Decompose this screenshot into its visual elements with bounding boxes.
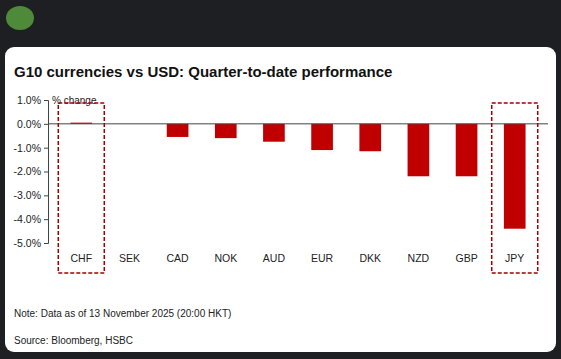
bar bbox=[456, 124, 478, 176]
y-tick-label: -5.0% bbox=[14, 237, 41, 249]
x-tick: DKK bbox=[359, 247, 381, 264]
x-axis: CHF SEK CAD NOK AUD EUR DKK NZD GBP JPY bbox=[70, 247, 524, 264]
x-tick: NOK bbox=[214, 247, 237, 264]
y-tick: -1.0% bbox=[14, 142, 48, 154]
x-tick: NZD bbox=[408, 247, 430, 264]
y-tick-label: -3.0% bbox=[14, 189, 41, 201]
y-tick-mark bbox=[44, 219, 48, 220]
highlight-box bbox=[492, 103, 538, 273]
y-tick: 1.0% bbox=[17, 94, 48, 106]
y-tick-mark bbox=[44, 243, 48, 244]
y-tick: -4.0% bbox=[14, 213, 48, 225]
y-tick: -3.0% bbox=[14, 189, 48, 201]
annotation: Note: Data as of 13 November 2025 (20:00… bbox=[14, 308, 231, 319]
y-tick: 0.0% bbox=[17, 118, 48, 130]
y-tick-label: 0.0% bbox=[17, 118, 41, 130]
x-tick-label: NOK bbox=[214, 252, 237, 264]
bar bbox=[504, 124, 526, 229]
y-tick-mark bbox=[44, 148, 48, 149]
y-tick-label: -2.0% bbox=[14, 165, 41, 177]
x-tick-label: NZD bbox=[408, 252, 430, 264]
x-tick-label: CHF bbox=[70, 252, 92, 264]
y-tick: -2.0% bbox=[14, 165, 48, 177]
x-tick-label: DKK bbox=[359, 252, 381, 264]
y-axis: -5.0% -4.0% -3.0% -2.0% -1.0% 0.0% 1.0% bbox=[14, 94, 49, 249]
bars bbox=[70, 123, 525, 229]
bar bbox=[408, 124, 430, 176]
x-tick: CHF bbox=[70, 247, 92, 264]
chart-root: G10 currencies vs USD: Quarter-to-date p… bbox=[0, 0, 561, 359]
x-tick-label: JPY bbox=[505, 252, 524, 264]
y-tick-label: -1.0% bbox=[14, 142, 41, 154]
y-tick-mark bbox=[44, 124, 48, 125]
x-tick: GBP bbox=[455, 247, 477, 264]
y-tick-label: -4.0% bbox=[14, 213, 41, 225]
bar bbox=[167, 124, 189, 137]
x-tick: EUR bbox=[311, 247, 334, 264]
x-tick-label: SEK bbox=[119, 252, 140, 264]
y-tick-mark bbox=[44, 100, 48, 101]
annotation: Source: Bloomberg, HSBC bbox=[14, 335, 133, 346]
zero-line bbox=[48, 123, 548, 124]
y-axis-title: % change bbox=[52, 95, 97, 106]
chart-title: G10 currencies vs USD: Quarter-to-date p… bbox=[14, 63, 392, 80]
background bbox=[0, 0, 561, 359]
card bbox=[5, 47, 556, 352]
y-tick-mark bbox=[44, 195, 48, 196]
avatar bbox=[6, 6, 34, 30]
x-tick-label: EUR bbox=[311, 252, 334, 264]
y-axis-line bbox=[44, 101, 49, 244]
bar bbox=[311, 124, 333, 150]
x-tick: AUD bbox=[263, 247, 286, 264]
x-tick-label: AUD bbox=[263, 252, 286, 264]
x-tick: JPY bbox=[505, 247, 524, 264]
x-tick-label: GBP bbox=[455, 252, 477, 264]
x-tick: SEK bbox=[119, 247, 140, 264]
x-tick-label: CAD bbox=[167, 252, 190, 264]
highlight-box bbox=[58, 103, 104, 273]
y-tick: -5.0% bbox=[14, 237, 48, 249]
y-tick-mark bbox=[44, 172, 48, 173]
bar bbox=[359, 124, 381, 151]
bar bbox=[263, 124, 285, 142]
bar bbox=[215, 124, 237, 138]
y-tick-label: 1.0% bbox=[17, 94, 41, 106]
x-tick: CAD bbox=[167, 247, 190, 264]
